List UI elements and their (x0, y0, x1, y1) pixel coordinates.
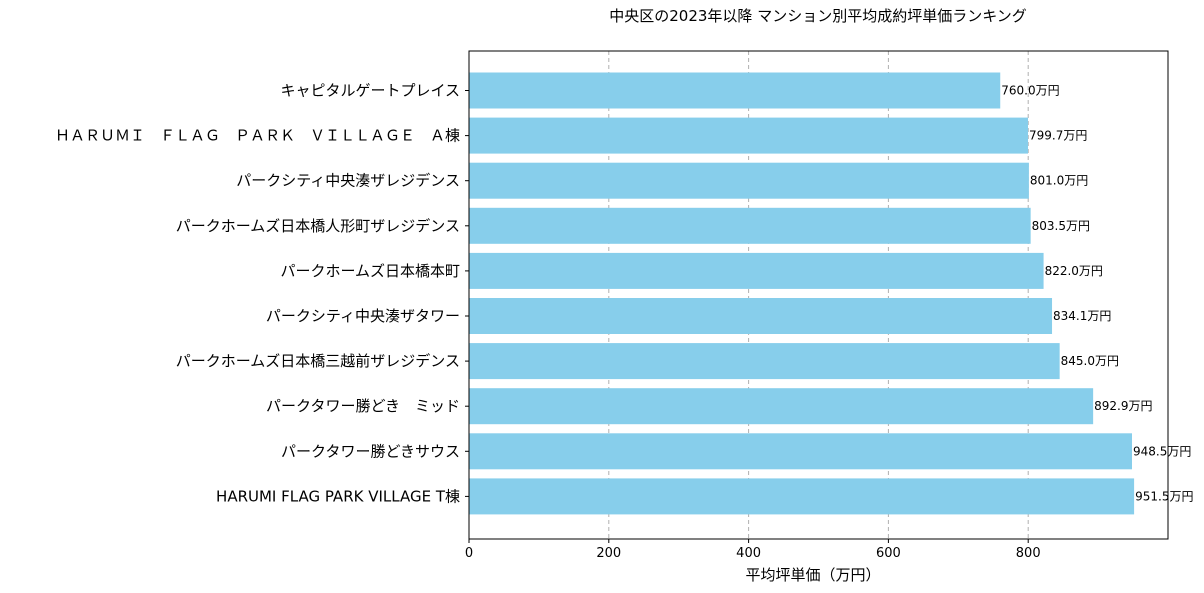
data-label: 799.7万円 (1029, 129, 1087, 143)
x-tick-label: 0 (465, 546, 473, 561)
data-label: 948.5万円 (1133, 444, 1191, 458)
bars (469, 72, 1135, 515)
data-label: 822.0万円 (1045, 264, 1103, 278)
bar (469, 72, 1001, 109)
x-tick-label: 800 (1016, 546, 1041, 561)
bar (469, 252, 1044, 289)
data-label: 803.5万円 (1032, 219, 1090, 233)
y-tick-label: パークタワー勝どきサウス (281, 442, 460, 460)
data-label: 834.1万円 (1053, 309, 1111, 323)
y-tick-label: パークホームズ日本橋本町 (280, 262, 460, 280)
bar (469, 117, 1028, 154)
data-label: 892.9万円 (1094, 399, 1152, 413)
bar (469, 162, 1029, 199)
y-tick-label: パークタワー勝どき ミッド (266, 397, 460, 415)
bar (469, 298, 1053, 334)
y-tick-label: パークシティ中央湊ザレジデンス (236, 172, 460, 190)
x-tick-label: 600 (876, 546, 901, 561)
bar (469, 388, 1094, 425)
bar (469, 433, 1133, 470)
y-tick-label: パークホームズ日本橋三越前ザレジデンス (176, 352, 460, 370)
x-tick-label: 200 (596, 546, 621, 561)
bar (469, 207, 1031, 244)
x-axis-label: 平均坪単価（万円） (745, 566, 880, 584)
bar (469, 343, 1060, 380)
bar (469, 478, 1135, 515)
data-label: 760.0万円 (1001, 84, 1059, 98)
y-tick-label: ＨＡＲＵＭＩ ＦＬＡＧ ＰＡＲＫ ＶＩＬＬＡＧＥ Ａ棟 (55, 127, 460, 145)
data-label: 845.0万円 (1061, 354, 1119, 368)
data-label: 951.5万円 (1135, 489, 1193, 503)
data-labels: 760.0万円 799.7万円 801.0万円 803.5万円 822.0万円 834.1… (1001, 84, 1193, 504)
plot-frame (468, 50, 1169, 540)
y-tick-label: パークシティ中央湊ザタワー (266, 307, 460, 325)
x-tick-label: 400 (736, 546, 761, 561)
y-tick-label: パークホームズ日本橋人形町ザレジデンス (176, 217, 460, 235)
y-tick-label: HARUMI FLAG PARK VILLAGE T棟 (216, 487, 460, 505)
y-tick-labels: キャピタルゲートプレイス ＨＡＲＵＭＩ ＦＬＡＧ ＰＡＲＫ ＶＩＬＬＡＧＥ Ａ棟パ… (55, 82, 469, 505)
y-tick-label: キャピタルゲートプレイス (280, 82, 460, 100)
x-tick-labels: 0 200 400 600 800 (465, 539, 1041, 561)
chart-title: 中央区の2023年以降 マンション別平均成約坪単価ランキング (609, 7, 1027, 25)
data-label: 801.0万円 (1030, 174, 1088, 188)
